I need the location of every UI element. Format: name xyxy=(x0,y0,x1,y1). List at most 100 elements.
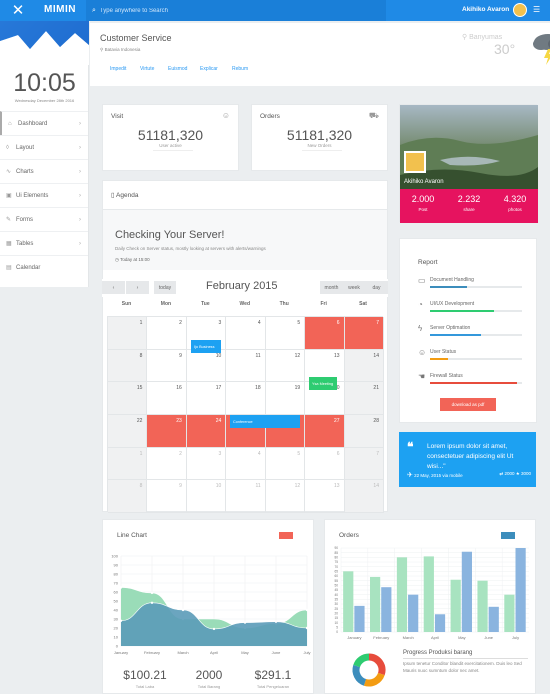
event-conference[interactable]: Conference xyxy=(230,415,300,428)
calendar-day[interactable]: 1 xyxy=(108,447,148,481)
data-point[interactable] xyxy=(150,601,154,604)
calendar-day[interactable]: 1 xyxy=(108,317,148,350)
view-day-button[interactable]: day xyxy=(365,281,388,294)
calendar-day[interactable]: 11 xyxy=(226,349,266,383)
calendar-day[interactable]: 10 xyxy=(186,480,227,513)
sidebar-item-charts[interactable]: ∿ Charts › xyxy=(0,159,88,183)
legend-swatch[interactable] xyxy=(501,532,515,539)
data-point[interactable] xyxy=(119,619,123,622)
event-meeting[interactable]: Ysa Meeting xyxy=(309,377,337,390)
link-explicar[interactable]: Explicar xyxy=(200,66,218,72)
bar[interactable] xyxy=(477,580,488,632)
sidebar-item-forms[interactable]: ✎ Forms › xyxy=(0,207,88,231)
sidebar-item-layout[interactable]: ◊ Layout › xyxy=(0,135,88,159)
data-point[interactable] xyxy=(119,586,123,589)
calendar-day[interactable]: 15 xyxy=(108,382,148,415)
download-pdf-button[interactable]: download as pdf xyxy=(440,398,496,411)
calendar-day[interactable]: 2 xyxy=(147,317,187,350)
calendar-day[interactable]: 12 xyxy=(265,349,306,383)
calendar-day[interactable]: 7 xyxy=(344,447,384,481)
legend-swatch[interactable] xyxy=(279,532,293,539)
chart-title: Line Chart xyxy=(117,532,147,539)
calendar-day[interactable]: 24 xyxy=(186,415,227,448)
link-euismod[interactable]: Euismod xyxy=(168,66,188,72)
calendar-day[interactable]: 16 xyxy=(147,382,187,415)
sidebar-item-dashboard[interactable]: ⌂ Dashboard › xyxy=(0,111,88,135)
bar[interactable] xyxy=(408,594,419,632)
search-bar[interactable]: ⌕ xyxy=(86,0,386,21)
calendar-day[interactable]: 21 xyxy=(344,382,384,415)
calendar-day[interactable]: 11 xyxy=(226,480,266,513)
event-business[interactable]: Ijo Business xyxy=(191,340,221,353)
donut-slice[interactable] xyxy=(363,672,385,687)
today-button[interactable]: today xyxy=(154,281,176,294)
calendar-day[interactable]: 3 xyxy=(186,447,227,481)
app-logo[interactable]: MIMIN xyxy=(44,4,76,15)
calendar-day[interactable]: 23 xyxy=(147,415,187,448)
profile-name[interactable]: Akihiko Avaron xyxy=(404,179,444,185)
bar[interactable] xyxy=(504,594,515,632)
calendar-day[interactable]: 8 xyxy=(108,349,148,383)
bar[interactable] xyxy=(354,605,365,632)
calendar-day[interactable]: 28 xyxy=(344,415,384,448)
calendar-day[interactable]: 18 xyxy=(226,382,266,415)
calendar-day[interactable]: 12 xyxy=(265,480,306,513)
profile-avatar[interactable] xyxy=(404,151,426,173)
calendar-day[interactable]: 9 xyxy=(147,349,187,383)
calendar-day[interactable]: 9 xyxy=(147,480,187,513)
donut-slice[interactable] xyxy=(353,653,370,668)
data-point[interactable] xyxy=(212,627,216,631)
bar[interactable] xyxy=(343,571,354,632)
calendar-day[interactable]: 4 xyxy=(226,317,266,350)
calendar-day[interactable]: 6 xyxy=(305,317,345,350)
avatar[interactable] xyxy=(513,3,527,17)
calendar-day[interactable]: 2 xyxy=(147,447,187,481)
bar[interactable] xyxy=(461,551,472,632)
menu-icon[interactable]: ☰ xyxy=(533,5,541,14)
next-month-button[interactable]: › xyxy=(126,281,149,294)
bar[interactable] xyxy=(396,557,408,632)
calendar-day[interactable]: 14 xyxy=(344,349,384,383)
bar[interactable] xyxy=(434,614,446,632)
link-virtute[interactable]: Virtute xyxy=(140,66,155,72)
sidebar-item-tables[interactable]: ▦ Tables › xyxy=(0,231,88,255)
bar[interactable] xyxy=(370,576,381,632)
calendar-day[interactable]: 7 xyxy=(344,317,384,350)
calendar-day[interactable]: 19 xyxy=(265,382,306,415)
donut-slice[interactable] xyxy=(352,664,367,686)
bar[interactable] xyxy=(515,548,526,632)
chart-title: Orders xyxy=(339,532,359,539)
calendar-day[interactable]: 5 xyxy=(265,317,306,350)
sidebar-item-ui-elements[interactable]: ▣ Ui Elements › xyxy=(0,183,88,207)
bar[interactable] xyxy=(450,579,461,632)
calendar-day[interactable]: 22 xyxy=(108,415,148,448)
calendar-day[interactable]: 6 xyxy=(305,447,345,481)
data-point[interactable] xyxy=(305,608,309,612)
search-input[interactable] xyxy=(99,7,340,14)
calendar-day[interactable]: 5 xyxy=(265,447,306,481)
data-point[interactable] xyxy=(181,608,185,612)
bar[interactable] xyxy=(423,556,434,632)
link-impedit[interactable]: Impedit xyxy=(110,66,127,72)
calendar-day[interactable]: 17 xyxy=(186,382,227,415)
data-point[interactable] xyxy=(243,621,247,624)
data-point[interactable] xyxy=(150,591,154,595)
bar[interactable] xyxy=(381,587,392,632)
user-name[interactable]: Akihiko Avaron xyxy=(462,6,510,13)
close-icon[interactable]: ✕ xyxy=(11,2,25,19)
donut-slice[interactable] xyxy=(368,653,386,676)
view-month-button[interactable]: month xyxy=(320,281,343,294)
data-point[interactable] xyxy=(274,620,278,623)
bar[interactable] xyxy=(488,606,499,632)
prev-month-button[interactable]: ‹ xyxy=(102,281,125,294)
sidebar-item-calendar[interactable]: ▤ Calendar xyxy=(0,255,88,279)
link-rebum[interactable]: Rebum xyxy=(232,66,249,72)
calendar-day[interactable]: 14 xyxy=(344,480,384,513)
calendar-day[interactable]: 4 xyxy=(226,447,266,481)
calendar-day[interactable]: 8 xyxy=(108,480,148,513)
view-week-button[interactable]: week xyxy=(343,281,365,294)
calendar-day[interactable]: 27 xyxy=(305,415,345,448)
calendar-day[interactable]: 10 xyxy=(186,349,227,383)
calendar-day[interactable]: 13 xyxy=(305,480,345,513)
data-point[interactable] xyxy=(305,626,309,630)
